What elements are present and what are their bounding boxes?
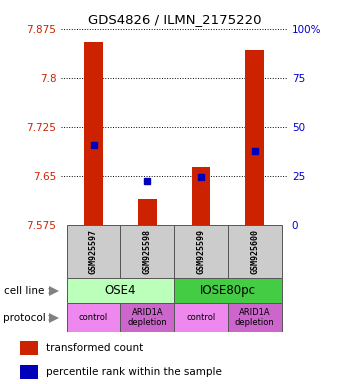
- Text: IOSE80pc: IOSE80pc: [200, 285, 256, 297]
- Bar: [138, 199, 157, 225]
- FancyBboxPatch shape: [120, 303, 174, 332]
- Text: control: control: [186, 313, 216, 322]
- Bar: [20, 365, 38, 379]
- Text: cell line: cell line: [4, 286, 44, 296]
- Bar: [20, 341, 38, 355]
- Bar: [84, 42, 103, 225]
- FancyBboxPatch shape: [174, 225, 228, 278]
- Text: transformed count: transformed count: [46, 343, 144, 353]
- Text: GDS4826 / ILMN_2175220: GDS4826 / ILMN_2175220: [88, 13, 262, 26]
- FancyBboxPatch shape: [120, 225, 174, 278]
- FancyBboxPatch shape: [174, 278, 282, 303]
- FancyBboxPatch shape: [174, 303, 228, 332]
- Text: protocol: protocol: [4, 313, 46, 323]
- Text: GSM925597: GSM925597: [89, 229, 98, 274]
- Text: control: control: [79, 313, 108, 322]
- Text: GSM925598: GSM925598: [143, 229, 152, 274]
- Text: percentile rank within the sample: percentile rank within the sample: [46, 367, 222, 377]
- Text: GSM925599: GSM925599: [196, 229, 205, 274]
- Text: OSE4: OSE4: [105, 285, 136, 297]
- FancyBboxPatch shape: [228, 303, 282, 332]
- FancyBboxPatch shape: [66, 303, 120, 332]
- Text: ARID1A
depletion: ARID1A depletion: [127, 308, 167, 328]
- FancyBboxPatch shape: [66, 278, 174, 303]
- Bar: [245, 50, 264, 225]
- FancyBboxPatch shape: [228, 225, 282, 278]
- Text: GSM925600: GSM925600: [250, 229, 259, 274]
- FancyBboxPatch shape: [66, 225, 120, 278]
- Text: ARID1A
depletion: ARID1A depletion: [235, 308, 275, 328]
- Bar: [191, 167, 210, 225]
